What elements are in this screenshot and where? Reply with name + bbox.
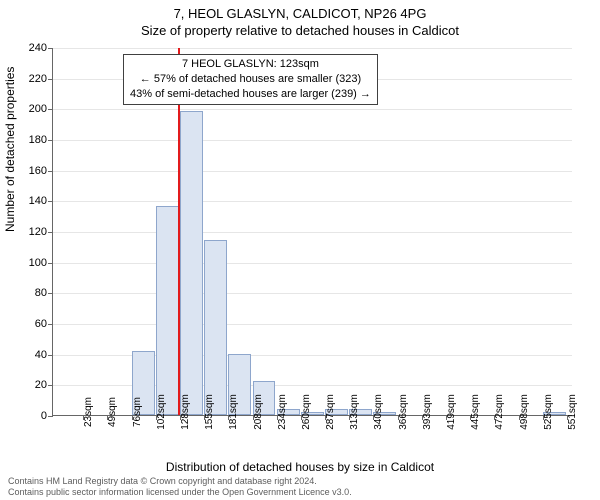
footer-line2: Contains public sector information licen… <box>8 487 352 498</box>
xtick-label: 208sqm <box>253 394 264 430</box>
xtick-label: 393sqm <box>422 394 433 430</box>
chart-title-line1: 7, HEOL GLASLYN, CALDICOT, NP26 4PG <box>0 0 600 21</box>
histogram-bar <box>180 111 203 415</box>
ytick-label: 240 <box>29 42 53 54</box>
xtick-label: 128sqm <box>180 394 191 430</box>
gridline <box>53 109 572 110</box>
gridline <box>53 324 572 325</box>
annotation-line1: 7 HEOL GLASLYN: 123sqm <box>130 57 371 72</box>
gridline <box>53 232 572 233</box>
ytick-label: 20 <box>35 379 53 391</box>
ytick-label: 100 <box>29 257 53 269</box>
gridline <box>53 48 572 49</box>
xtick-label: 23sqm <box>83 397 94 427</box>
ytick-label: 120 <box>29 226 53 238</box>
ytick-label: 40 <box>35 349 53 361</box>
gridline <box>53 263 572 264</box>
xtick-label: 525sqm <box>543 394 554 430</box>
gridline <box>53 201 572 202</box>
ytick-label: 180 <box>29 134 53 146</box>
gridline <box>53 293 572 294</box>
annotation-line3: 43% of semi-detached houses are larger (… <box>130 87 371 102</box>
ytick-label: 140 <box>29 195 53 207</box>
ytick-label: 220 <box>29 73 53 85</box>
xtick-label: 76sqm <box>132 397 143 427</box>
xtick-label: 445sqm <box>470 394 481 430</box>
x-axis-label: Distribution of detached houses by size … <box>0 460 600 474</box>
xtick-label: 498sqm <box>519 394 530 430</box>
ytick-label: 60 <box>35 318 53 330</box>
xtick-label: 49sqm <box>107 397 118 427</box>
xtick-label: 366sqm <box>398 394 409 430</box>
plot-area: 02040608010012014016018020022024023sqm49… <box>52 48 572 416</box>
ytick-label: 80 <box>35 287 53 299</box>
histogram-bar <box>156 206 179 415</box>
y-axis-label: Number of detached properties <box>3 67 17 232</box>
xtick-label: 340sqm <box>373 394 384 430</box>
xtick-label: 472sqm <box>494 394 505 430</box>
xtick-label: 102sqm <box>156 394 167 430</box>
ytick-label: 160 <box>29 165 53 177</box>
footer-line1: Contains HM Land Registry data © Crown c… <box>8 476 352 487</box>
xtick-label: 155sqm <box>204 394 215 430</box>
xtick-label: 234sqm <box>277 394 288 430</box>
ytick-label: 200 <box>29 103 53 115</box>
xtick-label: 181sqm <box>228 394 239 430</box>
gridline <box>53 171 572 172</box>
xtick-label: 260sqm <box>301 394 312 430</box>
xtick-label: 551sqm <box>567 394 578 430</box>
histogram-bar <box>204 240 227 415</box>
gridline <box>53 140 572 141</box>
annotation-line2: ← 57% of detached houses are smaller (32… <box>130 72 371 87</box>
xtick-label: 313sqm <box>349 394 360 430</box>
xtick-label: 287sqm <box>325 394 336 430</box>
annotation-box: 7 HEOL GLASLYN: 123sqm ← 57% of detached… <box>123 54 378 105</box>
xtick-label: 419sqm <box>446 394 457 430</box>
footer-attribution: Contains HM Land Registry data © Crown c… <box>8 476 352 498</box>
ytick-label: 0 <box>41 410 53 422</box>
chart-title-line2: Size of property relative to detached ho… <box>0 21 600 38</box>
